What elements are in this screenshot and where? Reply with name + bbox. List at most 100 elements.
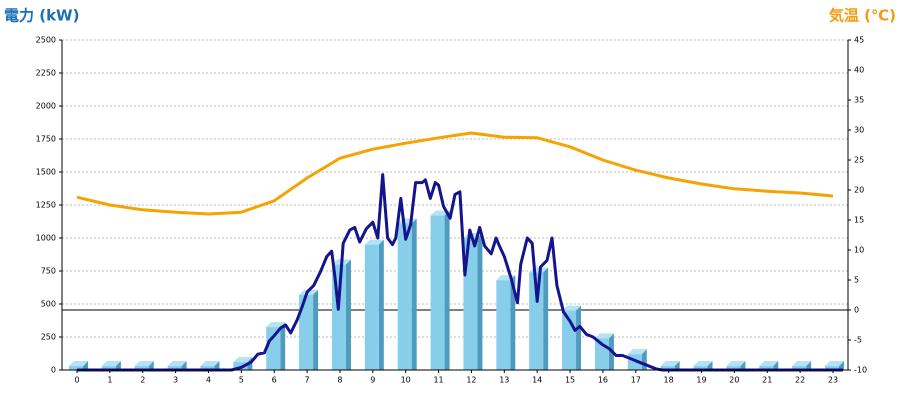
bar-group bbox=[134, 361, 154, 370]
bar bbox=[134, 366, 149, 370]
bar-group bbox=[726, 361, 746, 370]
bar-top bbox=[430, 210, 450, 216]
x-tick-label: 6 bbox=[272, 376, 277, 385]
bar-top bbox=[134, 361, 154, 367]
bar-group bbox=[660, 361, 680, 370]
bar-top bbox=[627, 349, 647, 355]
bar bbox=[792, 366, 807, 370]
bar-group bbox=[299, 289, 319, 370]
x-tick-label: 11 bbox=[433, 376, 443, 385]
y-tick-label: 750 bbox=[41, 267, 56, 276]
y-tick-label: 0 bbox=[51, 366, 56, 375]
power-line bbox=[77, 173, 843, 372]
bar-side bbox=[444, 210, 450, 370]
bar bbox=[825, 366, 839, 370]
y2-tick-label: 25 bbox=[854, 156, 864, 165]
bar-group bbox=[825, 361, 844, 370]
bar-group bbox=[364, 239, 384, 370]
bar-top bbox=[562, 305, 582, 311]
x-tick-label: 3 bbox=[173, 376, 178, 385]
y-tick-label: 500 bbox=[41, 300, 56, 309]
y2-tick-label: 20 bbox=[854, 186, 864, 195]
bar bbox=[266, 327, 281, 370]
bar bbox=[496, 280, 511, 370]
bar-group bbox=[167, 361, 187, 370]
y-tick-label: 1750 bbox=[36, 135, 56, 144]
bar-top bbox=[660, 361, 680, 367]
bar-top bbox=[594, 333, 614, 339]
bar-side bbox=[214, 361, 220, 370]
x-tick-label: 23 bbox=[828, 376, 838, 385]
bar-group bbox=[69, 361, 88, 370]
y2-tick-label: -5 bbox=[854, 336, 862, 345]
bar-side bbox=[148, 361, 154, 370]
bar-group bbox=[200, 361, 220, 370]
bar bbox=[397, 223, 412, 370]
bar-top bbox=[364, 239, 384, 245]
bar-side bbox=[115, 361, 121, 370]
x-tick-label: 14 bbox=[532, 376, 542, 385]
y-tick-label: 2000 bbox=[36, 102, 56, 111]
bar-side bbox=[773, 361, 779, 370]
x-tick-label: 2 bbox=[140, 376, 145, 385]
bar-top bbox=[233, 357, 253, 363]
bar-group bbox=[759, 361, 779, 370]
bar-top bbox=[759, 361, 779, 367]
bar-group bbox=[397, 218, 417, 370]
bar-group bbox=[430, 210, 450, 370]
y-tick-label: 250 bbox=[41, 333, 56, 342]
bar-group bbox=[693, 361, 713, 370]
y2-tick-label: -10 bbox=[854, 366, 867, 375]
bar bbox=[463, 238, 478, 370]
bar-group bbox=[266, 322, 286, 370]
x-tick-label: 12 bbox=[466, 376, 476, 385]
y2-tick-label: 35 bbox=[854, 96, 864, 105]
x-tick-label: 17 bbox=[631, 376, 641, 385]
bar-side bbox=[378, 239, 384, 370]
x-tick-label: 1 bbox=[107, 376, 112, 385]
bar bbox=[759, 366, 774, 370]
y2-tick-label: 15 bbox=[854, 216, 864, 225]
x-tick-label: 4 bbox=[206, 376, 211, 385]
y-tick-label: 1000 bbox=[36, 234, 56, 243]
x-tick-label: 5 bbox=[239, 376, 244, 385]
bar-group bbox=[496, 275, 516, 370]
bar-group bbox=[101, 361, 121, 370]
bar-top bbox=[167, 361, 187, 367]
bar bbox=[529, 272, 544, 370]
y-tick-label: 2500 bbox=[36, 36, 56, 45]
bar bbox=[660, 366, 675, 370]
x-tick-label: 10 bbox=[401, 376, 411, 385]
x-tick-label: 0 bbox=[74, 376, 79, 385]
y2-tick-label: 30 bbox=[854, 126, 864, 135]
bar bbox=[101, 366, 116, 370]
x-tick-label: 18 bbox=[664, 376, 674, 385]
temperature-line bbox=[76, 131, 834, 216]
y-tick-label: 1250 bbox=[36, 201, 56, 210]
x-tick-label: 16 bbox=[598, 376, 608, 385]
bar-side bbox=[806, 361, 812, 370]
y-axis-title: 電力 (kW) bbox=[4, 7, 79, 25]
bar-side bbox=[280, 322, 286, 370]
bar-side bbox=[543, 267, 549, 370]
bar-side bbox=[477, 233, 483, 370]
bar-side bbox=[674, 361, 680, 370]
y-tick-label: 1500 bbox=[36, 168, 56, 177]
bar-side bbox=[576, 305, 582, 370]
y2-tick-label: 40 bbox=[854, 66, 864, 75]
y2-tick-label: 45 bbox=[854, 36, 864, 45]
bar-top bbox=[266, 322, 286, 328]
bar-side bbox=[83, 361, 88, 370]
x-tick-label: 21 bbox=[762, 376, 772, 385]
bar bbox=[693, 366, 708, 370]
bar bbox=[69, 366, 83, 370]
x-tick-label: 15 bbox=[565, 376, 575, 385]
y2-axis-title: 気温 (℃) bbox=[829, 7, 896, 25]
y2-tick-label: 5 bbox=[854, 276, 859, 285]
bar bbox=[167, 366, 182, 370]
bar-side bbox=[839, 361, 844, 370]
bar-side bbox=[181, 361, 187, 370]
bar-side bbox=[411, 218, 417, 370]
